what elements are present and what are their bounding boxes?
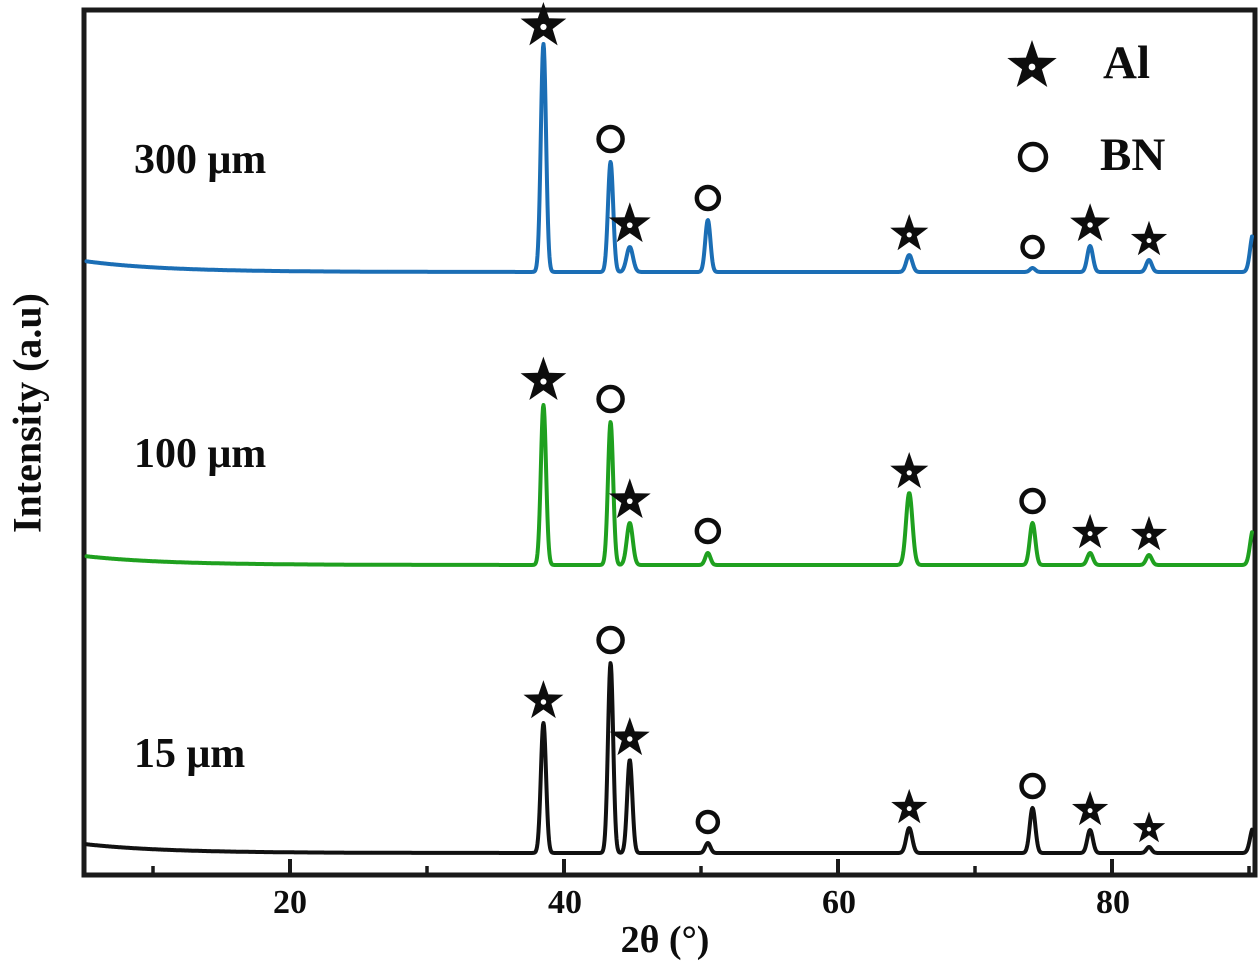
trace-100μm bbox=[84, 403, 1254, 567]
al-star-marker-hole bbox=[1146, 533, 1152, 539]
al-star-marker-hole bbox=[540, 699, 547, 705]
al-star-marker-hole bbox=[1087, 222, 1093, 228]
bn-circle-marker bbox=[1020, 234, 1045, 260]
bn-circle-marker bbox=[596, 625, 625, 655]
al-star-marker-hole bbox=[540, 23, 547, 31]
al-star-marker bbox=[520, 2, 567, 46]
al-star-marker-hole bbox=[627, 736, 633, 742]
legend-bn-label: BN bbox=[1100, 129, 1166, 181]
legend-al-star-icon bbox=[1007, 40, 1057, 87]
al-star-marker bbox=[608, 202, 651, 243]
series-label-15um: 15 μm bbox=[134, 731, 246, 777]
al-star-marker bbox=[1130, 515, 1168, 551]
al-star-marker bbox=[1072, 790, 1109, 826]
bn-circle-marker bbox=[694, 517, 722, 545]
al-star-marker-hole bbox=[1087, 531, 1093, 537]
al-star-marker-hole bbox=[1146, 238, 1152, 244]
trace-15μm bbox=[84, 661, 1254, 855]
bn-circle-marker bbox=[1019, 487, 1046, 515]
xtick-60: 60 bbox=[822, 884, 856, 921]
al-star-marker-hole bbox=[906, 232, 912, 238]
trace-300μm bbox=[84, 42, 1254, 274]
legend-bn-circle-icon bbox=[1017, 141, 1049, 173]
bn-circle-marker bbox=[695, 809, 721, 835]
legend-al-label: Al bbox=[1103, 37, 1150, 89]
al-star-marker bbox=[520, 356, 567, 400]
legend-al-star-icon-hole bbox=[1028, 63, 1036, 71]
al-star-marker bbox=[890, 452, 929, 489]
al-star-marker-hole bbox=[540, 378, 547, 385]
al-star-marker-hole bbox=[906, 806, 912, 812]
al-star-marker-hole bbox=[1146, 827, 1152, 832]
xtick-40: 40 bbox=[548, 884, 582, 921]
bn-circle-marker bbox=[1019, 772, 1046, 800]
xtick-80: 80 bbox=[1096, 884, 1130, 921]
al-star-marker bbox=[1070, 203, 1111, 242]
al-star-marker bbox=[608, 478, 651, 519]
al-star-marker bbox=[609, 717, 650, 756]
xtick-20: 20 bbox=[273, 884, 307, 921]
plot-frame bbox=[81, 7, 1258, 878]
al-star-marker bbox=[1072, 513, 1109, 549]
al-star-marker bbox=[1132, 811, 1166, 843]
al-star-marker-hole bbox=[1087, 808, 1093, 814]
al-star-marker bbox=[1130, 220, 1168, 256]
al-star-marker-hole bbox=[626, 222, 633, 229]
al-star-marker bbox=[523, 680, 564, 719]
bn-circle-marker bbox=[694, 184, 722, 212]
al-star-marker-hole bbox=[906, 470, 912, 476]
x-axis-title: 2θ (°) bbox=[620, 919, 710, 961]
al-star-marker bbox=[890, 214, 929, 251]
bn-circle-marker bbox=[596, 124, 625, 154]
al-star-marker bbox=[891, 788, 928, 824]
series-label-100um: 100 μm bbox=[134, 431, 267, 477]
y-axis-title: Intensity (a.u) bbox=[4, 292, 50, 534]
bn-circle-marker bbox=[596, 384, 625, 414]
series-label-300um: 300 μm bbox=[134, 137, 267, 183]
al-star-marker-hole bbox=[626, 498, 633, 505]
